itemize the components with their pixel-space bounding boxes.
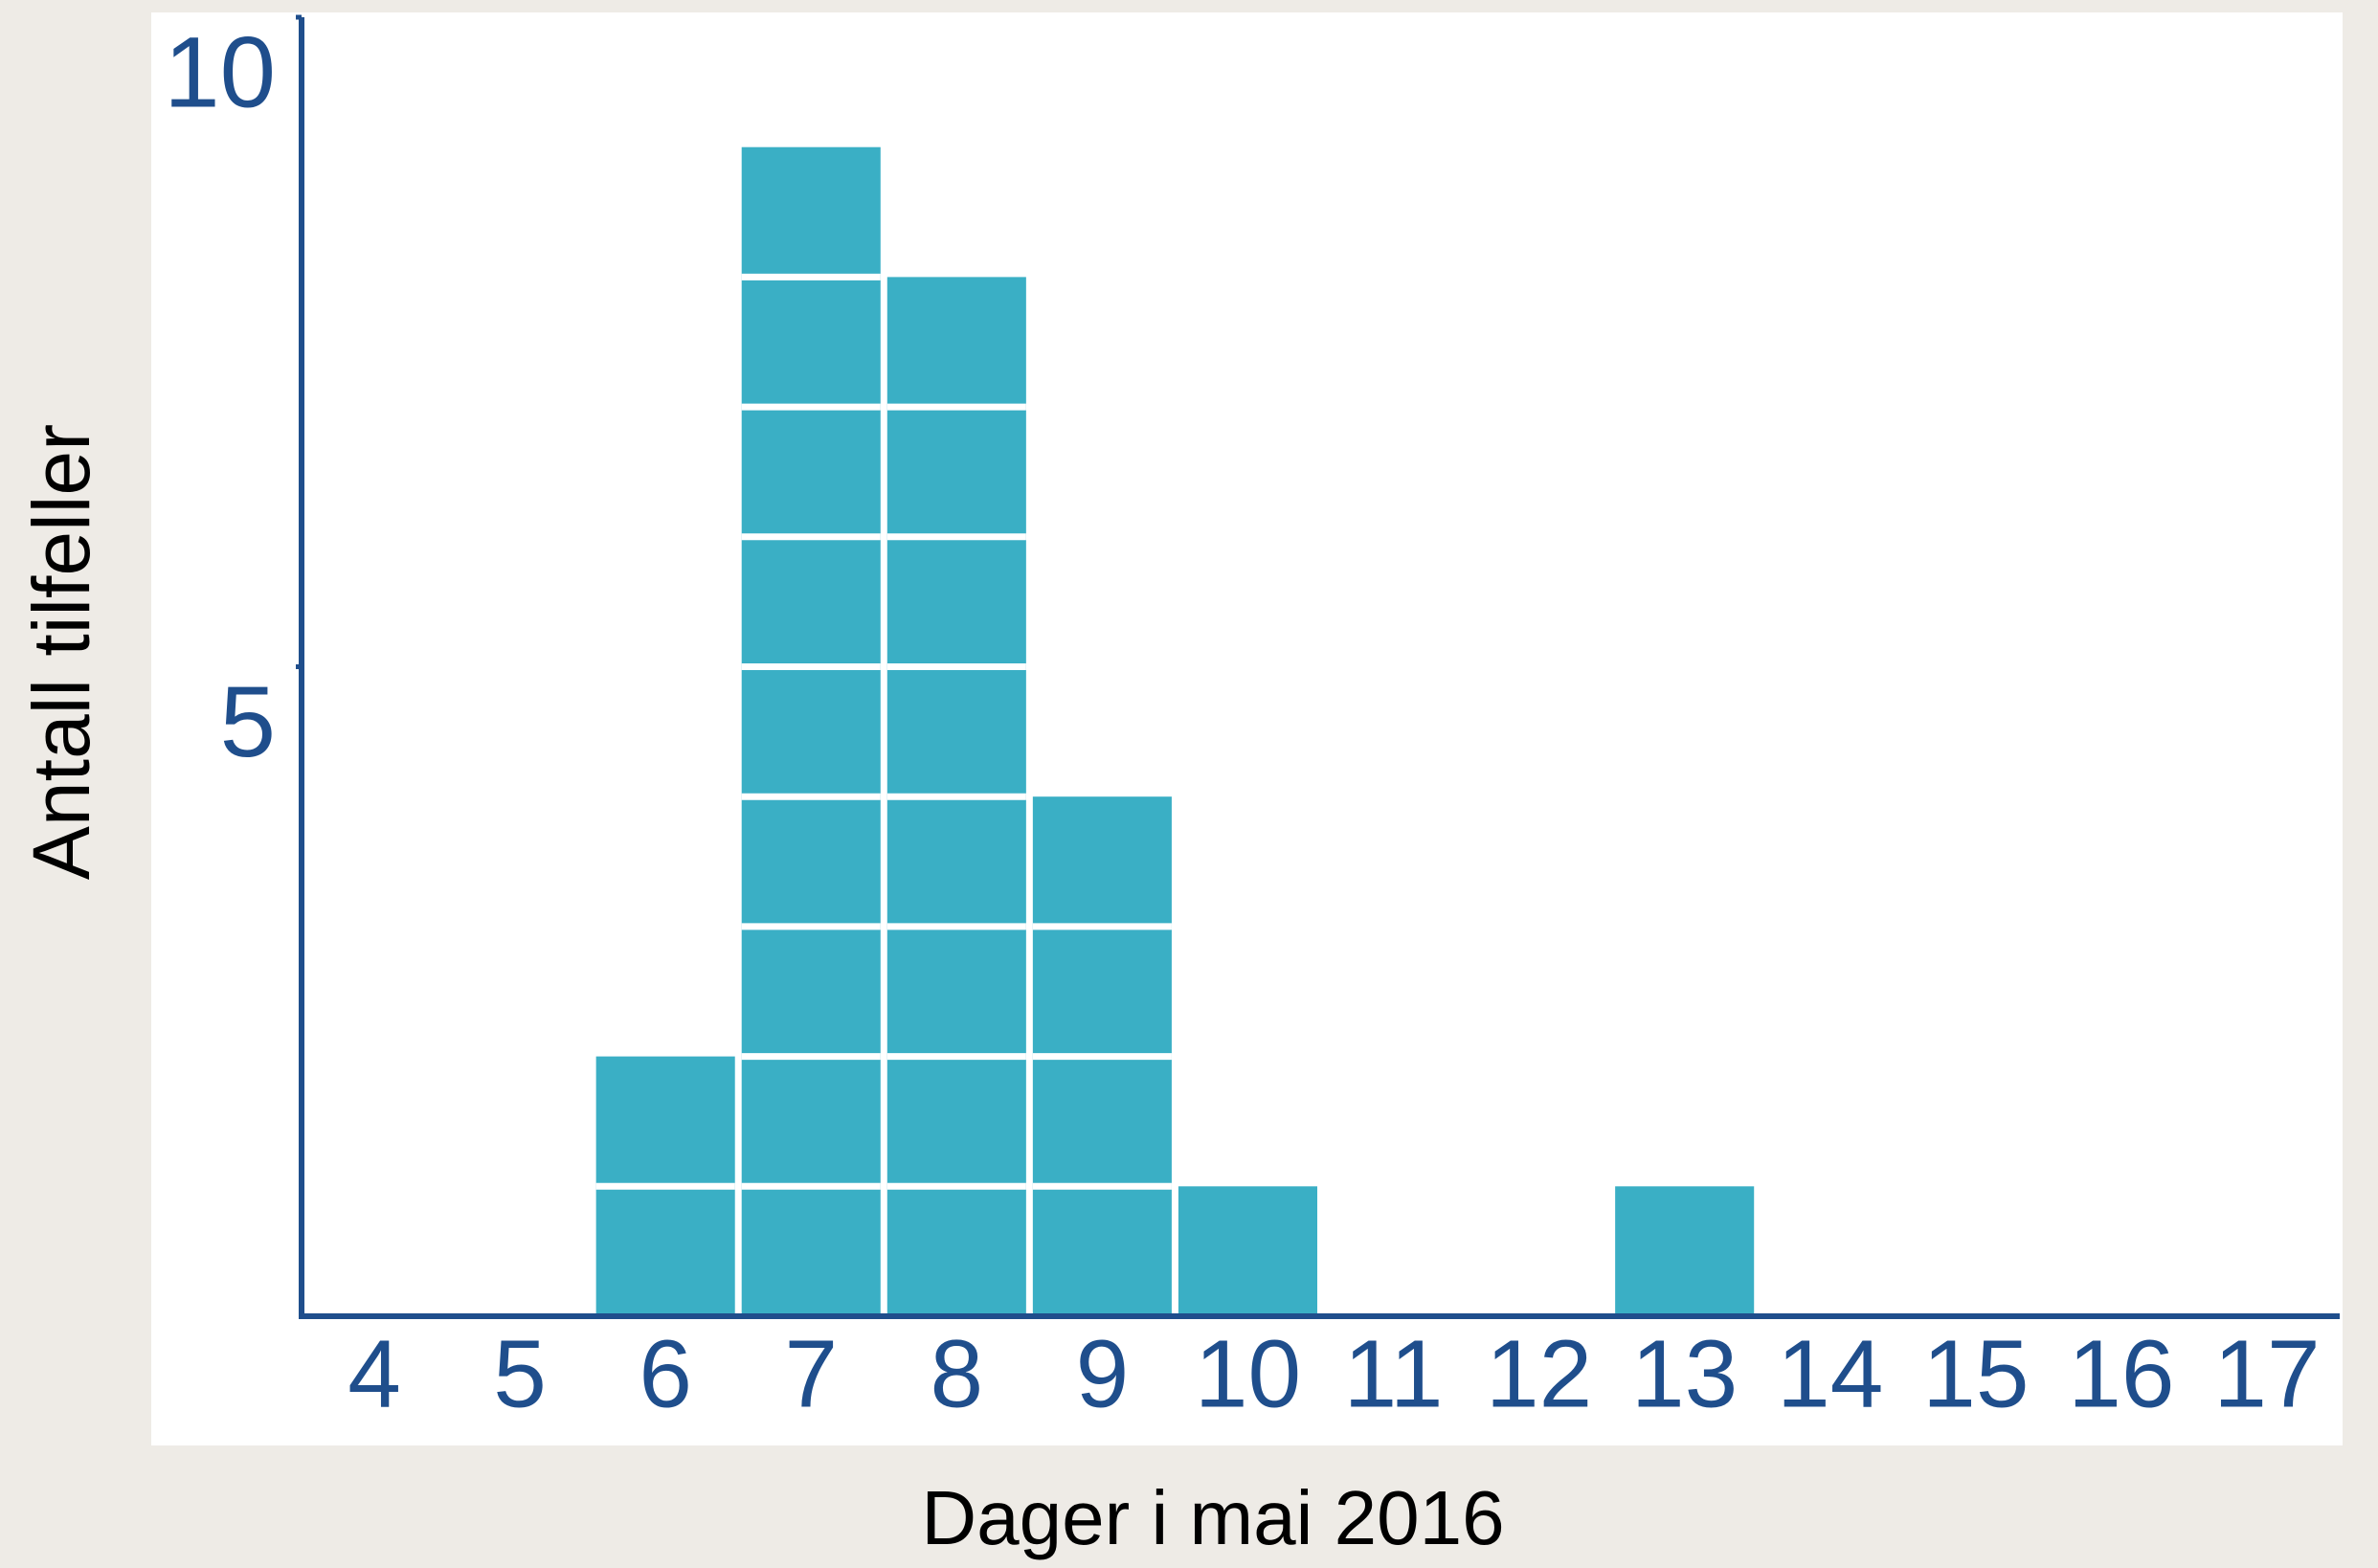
x-tick-label: 6 bbox=[639, 1320, 692, 1427]
x-tick-label: 17 bbox=[2213, 1320, 2320, 1427]
x-tick-label: 16 bbox=[2068, 1320, 2174, 1427]
x-tick-label: 15 bbox=[1922, 1320, 2029, 1427]
x-tick-label: 5 bbox=[493, 1320, 547, 1427]
y-tick-label: 5 bbox=[220, 666, 276, 778]
x-tick-label: 7 bbox=[784, 1320, 838, 1427]
x-tick-label: 14 bbox=[1777, 1320, 1883, 1427]
x-tick-label: 12 bbox=[1486, 1320, 1592, 1427]
x-tick-label: 9 bbox=[1076, 1320, 1130, 1427]
bar bbox=[1178, 1186, 1317, 1316]
x-tick-label: 11 bbox=[1344, 1320, 1444, 1427]
x-tick-label: 4 bbox=[348, 1320, 401, 1427]
x-tick-label: 13 bbox=[1631, 1320, 1738, 1427]
bar bbox=[1615, 1186, 1755, 1316]
y-axis-title: Antall tilfeller bbox=[16, 424, 106, 880]
x-tick-label: 8 bbox=[931, 1320, 984, 1427]
y-tick-label: 10 bbox=[164, 17, 276, 129]
x-axis-title: Dager i mai 2016 bbox=[921, 1475, 1504, 1560]
x-tick-label: 10 bbox=[1195, 1320, 1301, 1427]
bar bbox=[741, 146, 881, 1317]
